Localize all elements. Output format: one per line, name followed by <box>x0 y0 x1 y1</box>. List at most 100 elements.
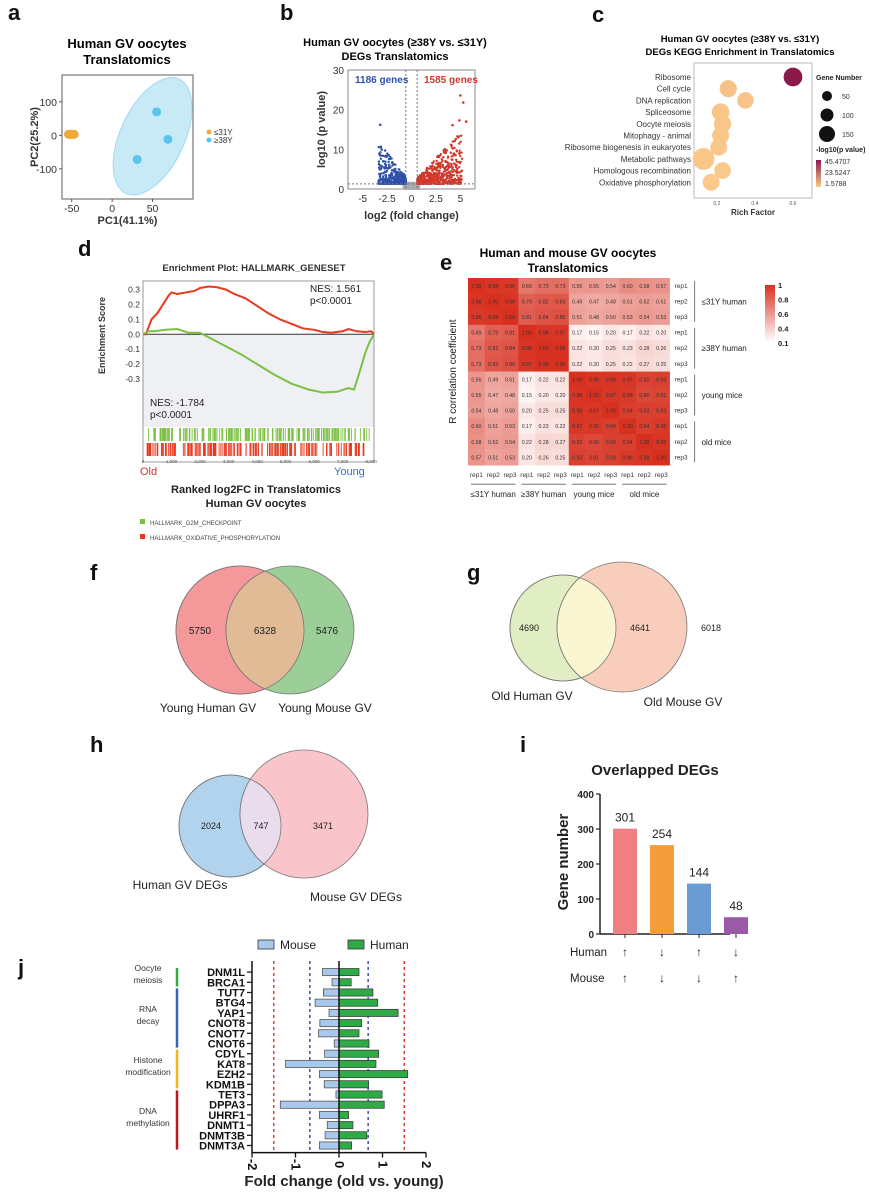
cell-value: 0.73 <box>471 346 481 352</box>
down-point <box>379 177 382 180</box>
x-tick-label: -2 <box>245 1159 260 1171</box>
heatmap-cell <box>585 434 603 450</box>
heatmap-cell <box>568 387 586 404</box>
cell-value: 0.47 <box>488 393 498 399</box>
mouse-direction-arrow: ↑ <box>733 971 739 985</box>
venn-outline <box>178 774 282 878</box>
cell-value: 1.00 <box>639 440 649 446</box>
up-point <box>439 166 442 170</box>
heatmap-cell <box>552 309 570 326</box>
venn-count-right: 6018 <box>701 623 721 633</box>
cell-value: 0.28 <box>539 440 549 446</box>
cell-value: 0.50 <box>606 315 616 321</box>
cell-value: 0.49 <box>572 299 582 305</box>
heatmap-cell <box>518 278 536 294</box>
up-point <box>438 169 441 172</box>
venn-set-label-right: Young Mouse GV <box>278 701 372 715</box>
heatmap-cell <box>501 309 519 326</box>
cell-value: 0.93 <box>639 409 649 415</box>
heatmap-cell <box>636 371 654 388</box>
up-point <box>453 152 456 156</box>
size-legend-dot <box>822 91 832 101</box>
up-point <box>458 151 461 155</box>
bar-value-label: 144 <box>689 866 709 880</box>
y-axis-label: PC2(25.2%) <box>29 107 41 167</box>
cell-value: 0.69 <box>471 331 481 337</box>
down-point <box>387 160 390 164</box>
heatmap-cell <box>535 356 553 372</box>
x-tick-label: 4,000 <box>251 459 263 464</box>
cell-value: 0.93 <box>606 440 616 446</box>
heatmap-cell <box>468 434 486 450</box>
up-point <box>447 174 450 178</box>
human-bar <box>338 1039 370 1048</box>
heatmap-cell <box>501 449 519 466</box>
down-point <box>384 160 387 163</box>
up-point <box>459 134 463 137</box>
category-label: Spliceosome <box>645 108 691 117</box>
cell-value: 0.25 <box>555 409 565 415</box>
down-point <box>384 170 388 174</box>
gene-label: EZH2 <box>217 1069 245 1081</box>
cell-value: 0.51 <box>488 424 498 430</box>
cell-value: 0.98 <box>606 377 616 383</box>
mouse-bar <box>326 1121 340 1130</box>
column-group-label: ≤31Y human <box>471 490 516 499</box>
up-point <box>452 168 456 172</box>
heatmap-cell <box>602 387 620 404</box>
heatmap-cell <box>568 340 586 357</box>
heatmap-cell <box>619 278 637 294</box>
row-group-label: ≥38Y human <box>702 344 747 353</box>
up-point <box>456 136 460 139</box>
bar <box>724 917 748 934</box>
up-point <box>457 165 461 169</box>
data-point <box>69 129 79 139</box>
group-label: Oocyte <box>135 963 162 973</box>
ns-point <box>413 182 416 185</box>
x-axis-label: Fold change (old vs. young) <box>244 1173 443 1190</box>
x-tick-label: 0.6 <box>789 201 796 207</box>
row-group-label: ≤31Y human <box>702 297 747 306</box>
y-tick-label: -0.2 <box>125 359 140 369</box>
heatmap-cell <box>619 356 637 372</box>
panel-j-hbars: DNM1LBRCA1TUT7BTG4YAP1CNOT8CNOT7CNOT6CDY… <box>125 938 443 1190</box>
heatmap-cell <box>552 387 570 404</box>
bar-value-label: 254 <box>652 827 672 841</box>
heatmap-cell <box>602 402 620 419</box>
mouse-bar <box>319 1110 340 1119</box>
cell-value: 0.48 <box>505 393 515 399</box>
down-point <box>383 178 387 181</box>
color-legend-label: 45.4707 <box>825 159 850 166</box>
cell-value: 0.48 <box>488 409 498 415</box>
cell-value: 1.00 <box>606 409 616 415</box>
up-point <box>453 139 456 142</box>
y-tick-label: 0.0 <box>128 329 140 339</box>
cell-value: 1.00 <box>656 455 666 461</box>
cell-value: 0.20 <box>555 393 565 399</box>
panel-f-venn: 5750 6328 5476 Young Human GV Young Mouse GV <box>160 565 372 715</box>
up-point <box>445 180 448 184</box>
group-label: decay <box>137 1016 160 1026</box>
down-point <box>394 167 397 170</box>
panel-label-b: b <box>280 0 294 25</box>
cell-value: 0.97 <box>606 393 616 399</box>
cell-value: 0.22 <box>572 362 582 368</box>
mouse-bar <box>324 1131 340 1140</box>
heatmap-cell <box>568 309 586 326</box>
up-point <box>459 154 462 158</box>
legend-label: Human <box>370 938 409 952</box>
legend-label: Mouse <box>280 938 316 952</box>
negative-region-bg <box>143 334 374 427</box>
panel-label-i: i <box>520 732 527 757</box>
bar <box>687 883 711 934</box>
down-point <box>392 175 395 179</box>
cell-value: 0.81 <box>505 331 515 337</box>
size-legend-title: Gene Number <box>816 75 862 82</box>
cell-value: 0.53 <box>505 455 515 461</box>
cell-value: 0.54 <box>606 284 616 290</box>
cell-value: 1.00 <box>623 424 633 430</box>
panel-c-kegg: Human GV oocytes (≥38Y vs. ≤31Y) DEGs KEG… <box>565 34 866 217</box>
up-point <box>445 174 448 178</box>
column-rep-label: rep3 <box>604 472 617 479</box>
down-point <box>386 152 389 155</box>
